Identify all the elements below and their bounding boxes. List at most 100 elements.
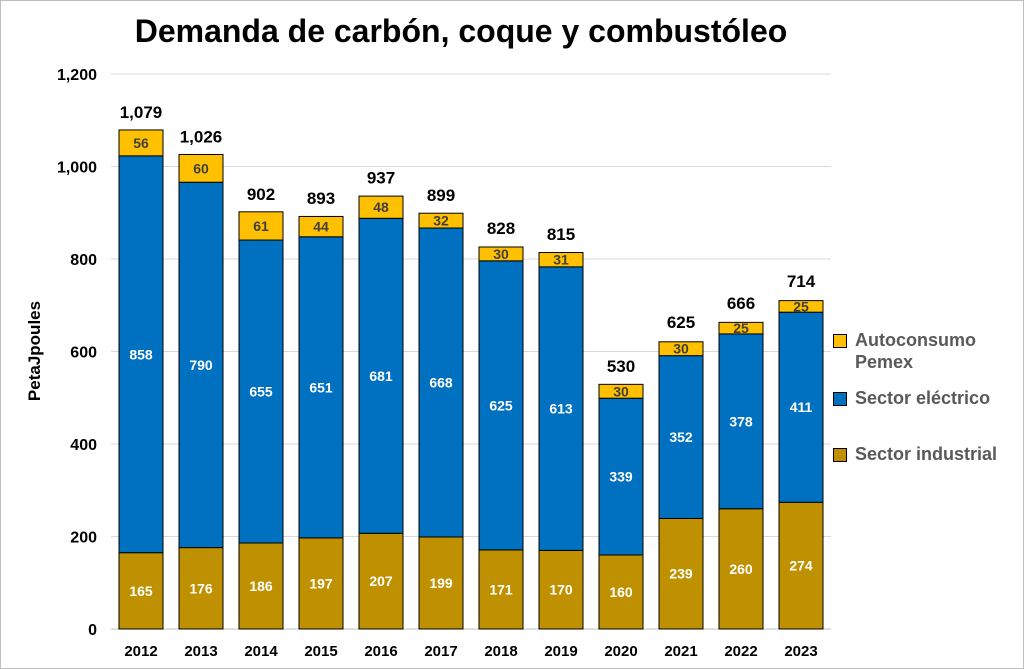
bar-segment xyxy=(658,341,704,357)
legend-label-sector-electrico: Sector eléctrico xyxy=(855,388,991,408)
total-label: 893 xyxy=(307,189,335,208)
bar-segment xyxy=(238,239,284,544)
x-tick-label: 2016 xyxy=(364,643,397,660)
bar-segment xyxy=(298,537,344,630)
data-label: 681 xyxy=(369,368,393,384)
bar-segment xyxy=(478,260,524,551)
data-label: 30 xyxy=(673,341,689,357)
data-label: 44 xyxy=(313,219,329,235)
data-label: 160 xyxy=(609,584,633,600)
x-tick-label: 2018 xyxy=(484,643,517,660)
bar-segment xyxy=(658,517,704,630)
total-label: 714 xyxy=(787,272,816,291)
legend-swatch-autoconsumo-pemex xyxy=(833,334,847,348)
total-label: 815 xyxy=(547,225,575,244)
data-label: 239 xyxy=(669,566,693,582)
data-label: 199 xyxy=(429,575,453,591)
chart-title: Demanda de carbón, coque y combustóleo xyxy=(134,13,788,49)
data-label: 32 xyxy=(433,213,449,229)
x-tick-label: 2020 xyxy=(604,643,637,660)
data-label: 655 xyxy=(249,384,273,400)
y-tick-label: 1,000 xyxy=(57,160,97,177)
y-tick-label: 800 xyxy=(70,252,97,269)
data-label: 260 xyxy=(729,561,753,577)
x-tick-label: 2022 xyxy=(724,643,757,660)
data-label: 165 xyxy=(129,583,153,599)
bar-segment xyxy=(478,549,524,630)
data-label: 25 xyxy=(733,320,749,336)
data-label: 176 xyxy=(189,580,213,596)
x-tick-label: 2014 xyxy=(244,643,278,660)
bar-segment xyxy=(538,549,584,630)
data-label: 31 xyxy=(553,252,569,268)
bar-segment xyxy=(598,554,644,630)
data-label: 411 xyxy=(790,399,813,415)
bar-segment xyxy=(118,552,164,630)
bar-segment xyxy=(718,321,764,335)
data-label: 274 xyxy=(789,558,813,574)
x-tick-label: 2021 xyxy=(664,643,697,660)
bar-segment xyxy=(778,300,824,313)
x-tick-label: 2017 xyxy=(424,643,457,660)
data-label: 61 xyxy=(253,218,269,234)
legend-label-autoconsumo-line1: Autoconsumo xyxy=(855,330,976,350)
y-tick-label: 1,200 xyxy=(57,67,97,84)
bar-segment xyxy=(598,383,644,399)
data-label: 613 xyxy=(549,401,573,417)
bar-segment xyxy=(298,236,344,539)
data-label: 651 xyxy=(309,379,333,395)
total-label: 625 xyxy=(667,313,695,332)
data-label: 48 xyxy=(373,199,389,215)
bar-segment xyxy=(118,155,164,554)
data-label: 25 xyxy=(793,298,809,314)
x-tick-label: 2015 xyxy=(304,643,337,660)
x-tick-label: 2013 xyxy=(184,643,217,660)
bar-segment xyxy=(178,181,224,549)
total-label: 937 xyxy=(367,169,395,188)
data-label: 378 xyxy=(729,413,753,429)
data-label: 625 xyxy=(489,397,513,413)
data-label: 352 xyxy=(669,429,693,445)
x-tick-label: 2019 xyxy=(544,643,577,660)
legend-item-sector-industrial: Sector industrial xyxy=(833,443,997,465)
data-label: 207 xyxy=(369,573,393,589)
bar-segment xyxy=(778,311,824,503)
x-tick-label: 2012 xyxy=(124,643,157,660)
total-label: 1,079 xyxy=(120,103,163,122)
y-tick-label: 600 xyxy=(70,345,97,362)
x-tick-label: 2023 xyxy=(784,643,817,660)
bar-segment xyxy=(358,195,404,219)
bar-segment xyxy=(238,542,284,630)
legend-item-autoconsumo-pemex: Autoconsumo Pemex xyxy=(833,329,976,373)
bar-segment xyxy=(178,153,224,183)
data-label: 170 xyxy=(549,582,573,598)
data-label: 858 xyxy=(129,346,153,362)
y-tick-label: 200 xyxy=(70,530,97,547)
data-label: 56 xyxy=(133,135,149,151)
bar-segment xyxy=(178,547,224,630)
bar-segment xyxy=(358,532,404,630)
bar-segment xyxy=(358,217,404,534)
bar-segment xyxy=(298,215,344,238)
total-label: 899 xyxy=(427,186,455,205)
data-label: 171 xyxy=(489,581,513,597)
total-label: 1,026 xyxy=(180,127,223,146)
bar-segment xyxy=(598,397,644,556)
y-tick-label: 400 xyxy=(70,437,97,454)
legend-swatch-sector-electrico xyxy=(833,392,847,406)
data-label: 186 xyxy=(249,578,273,594)
y-tick-label: 0 xyxy=(88,622,97,639)
data-label: 30 xyxy=(613,383,629,399)
data-label: 339 xyxy=(609,469,633,485)
legend-label-autoconsumo-line2: Pemex xyxy=(855,352,914,372)
bar-segment xyxy=(478,246,524,262)
total-label: 902 xyxy=(247,185,275,204)
bar-segment xyxy=(538,252,584,268)
total-label: 666 xyxy=(727,294,755,313)
total-label: 530 xyxy=(607,357,635,376)
legend-label-sector-industrial: Sector industrial xyxy=(855,444,998,464)
data-label: 60 xyxy=(193,160,209,176)
data-label: 790 xyxy=(189,357,213,373)
total-label: 828 xyxy=(487,219,515,238)
